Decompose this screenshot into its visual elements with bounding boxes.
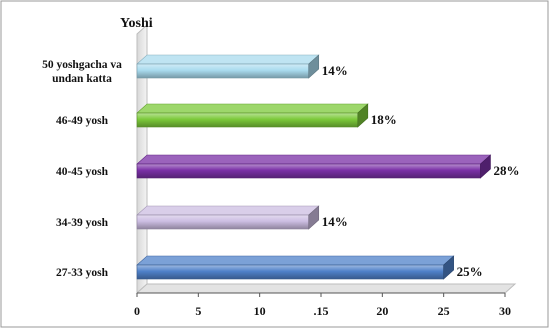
bar-top [136,154,492,165]
bar [136,264,444,280]
x-tick-label: 25 [438,304,450,318]
bar [136,214,310,230]
bar [136,112,359,128]
data-label: 28% [493,163,519,178]
x-tick-label: 20 [376,304,388,318]
category-label: 40-45 yosh [56,166,109,178]
data-label: 25% [457,264,483,279]
plot-area: 0 5 10 .15 20 25 30 14% 50 yoshgacha va undan kat… [42,23,519,318]
bar-end [357,103,369,128]
x-tick-label: 10 [254,304,266,318]
data-label: 14% [322,214,348,229]
category-label: 46-49 yosh [56,115,109,127]
bar-end [480,154,491,179]
bar-top [136,255,455,266]
x-tick-label: 30 [499,304,511,318]
x-tick-label: 0 [134,304,140,318]
floor [135,283,517,294]
bar-end [308,54,320,79]
data-label: 18% [371,112,397,127]
category-label: 50 yoshgacha va [42,59,122,71]
bar-end [443,255,454,280]
bar-top [136,205,320,216]
x-tick-label: .15 [314,304,329,318]
category-label: undan katta [52,73,112,85]
category-label: 34-39 yosh [56,217,109,229]
bar [136,63,310,79]
axis-title: Yoshi [120,16,153,31]
data-label: 14% [322,63,348,78]
category-label: 27-33 yosh [56,267,109,279]
bar [136,163,481,179]
bar-top [136,54,320,65]
bar-top [136,103,369,114]
x-tick-label: 5 [195,304,201,318]
bar-end [308,205,320,230]
